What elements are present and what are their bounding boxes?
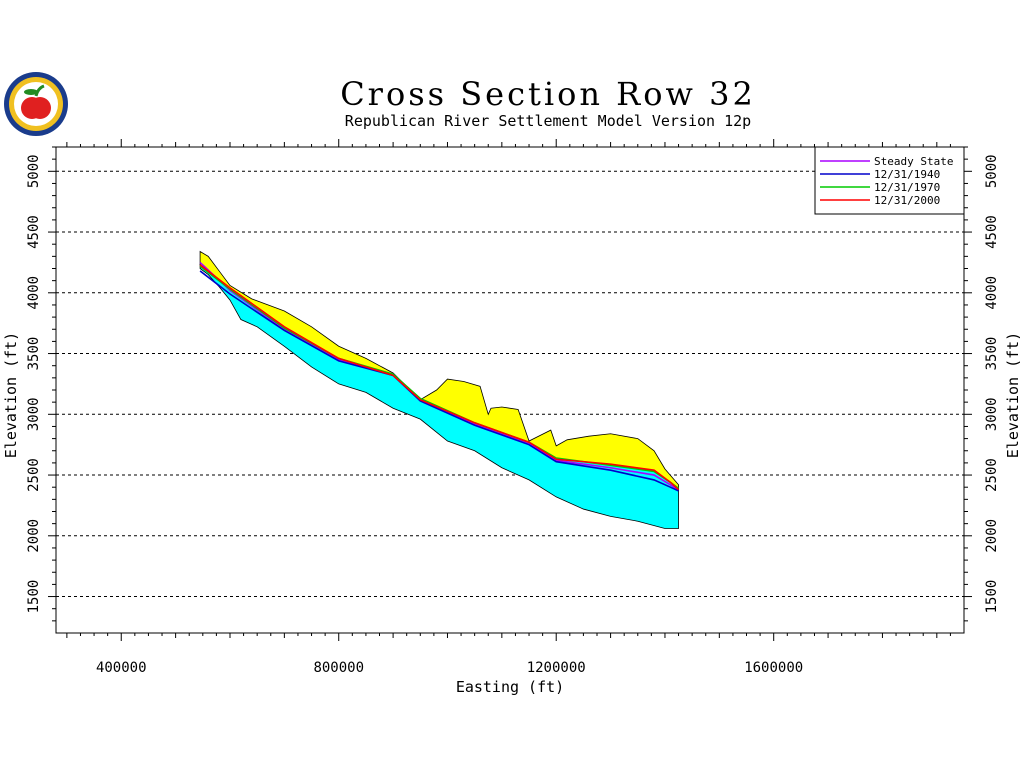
series-line [199, 270, 679, 492]
x-axis-ticks: 400000 800000 1200000 1600000 [66, 139, 951, 676]
y-tick-label-right: 4500 [984, 215, 1000, 249]
y-tick-label-left: 4500 [26, 215, 42, 249]
y-tick-label-right: 3500 [984, 337, 1000, 371]
series-line [199, 261, 679, 491]
x-tick-label: 1600000 [744, 660, 803, 676]
legend-label: 12/31/1970 [874, 181, 940, 194]
areas [199, 250, 679, 529]
y-tick-label-left: 4000 [26, 276, 42, 310]
x-tick-label: 800000 [313, 660, 364, 676]
y-tick-label-left: 2000 [26, 519, 42, 553]
gridlines [56, 170, 964, 598]
y-tick-label-left: 3000 [26, 397, 42, 431]
y-tick-label-right: 5000 [984, 154, 1000, 188]
y-tick-label-left: 2500 [26, 458, 42, 492]
y-tick-label-right: 2500 [984, 458, 1000, 492]
y-axis-ticks: 1500 1500 2000 2000 2500 2500 3000 3000 3500 3500… [26, 146, 1000, 622]
chart-subtitle: Republican River Settlement Model Versio… [345, 112, 751, 130]
y-tick-label-right: 3000 [984, 397, 1000, 431]
series-lines [199, 261, 680, 492]
legend-label: 12/31/1940 [874, 168, 940, 181]
legend: Steady State12/31/194012/31/197012/31/20… [814, 146, 965, 215]
y-tick-label-left: 1500 [26, 580, 42, 614]
legend-label: Steady State [874, 155, 953, 168]
x-tick-label: 400000 [96, 660, 147, 676]
legend-label: 12/31/2000 [874, 194, 940, 207]
y-tick-label-left: 5000 [26, 154, 42, 188]
y-axis-label-left: Elevation (ft) [2, 332, 20, 458]
y-tick-label-right: 1500 [984, 580, 1000, 614]
series-line [199, 264, 680, 491]
unsaturated-zone-area [199, 250, 679, 491]
x-tick-label: 1200000 [527, 660, 586, 676]
y-tick-label-left: 3500 [26, 337, 42, 371]
y-tick-label-right: 4000 [984, 276, 1000, 310]
x-axis-label: Easting (ft) [456, 678, 564, 696]
apple-seal-logo [4, 72, 68, 136]
plot-frame [55, 146, 965, 634]
chart-title: Cross Section Row 32 [340, 75, 756, 113]
y-axis-label-right: Elevation (ft) [1004, 332, 1022, 458]
y-tick-label-right: 2000 [984, 519, 1000, 553]
legend-box [814, 146, 965, 215]
